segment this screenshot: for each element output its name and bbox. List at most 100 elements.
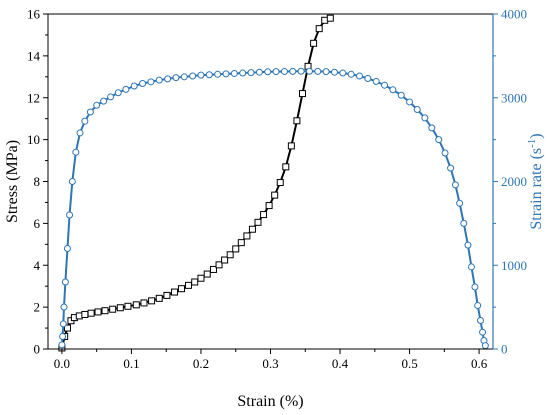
stress-point [87, 309, 95, 317]
strain-rate-point [122, 85, 130, 93]
stress-point [171, 288, 179, 296]
y-left-axis-title: Stress (MPa) [4, 140, 21, 223]
strain-rate-point [139, 80, 147, 88]
y-right-tick-label: 1000 [501, 258, 527, 273]
x-tick-label: 0.3 [262, 356, 278, 371]
stress-point [197, 274, 205, 282]
stress-point [94, 308, 102, 316]
strain-rate-point [435, 136, 443, 144]
stress-point [254, 218, 262, 226]
stress-point [81, 310, 89, 318]
x-tick-label: 0.1 [123, 356, 139, 371]
stress-point [298, 90, 306, 98]
y-left-tick-label: 4 [34, 258, 41, 273]
stress-point [276, 179, 284, 187]
y-left-tick-label: 6 [34, 216, 41, 231]
strain-rate-point [247, 69, 255, 77]
stress-point [248, 225, 256, 233]
strain-rate-point [100, 97, 108, 105]
x-axis-title: Strain (%) [237, 393, 303, 410]
y-right-title-sup: -1 [526, 139, 538, 148]
strain-rate-point [255, 68, 263, 76]
stress-series-line [60, 17, 331, 349]
stress-point [124, 302, 132, 310]
y-left-tick-label: 10 [27, 132, 40, 147]
strain-rate-point [467, 263, 475, 271]
strain-rate-point [280, 67, 288, 75]
strain-rate-point [107, 93, 115, 101]
strain-rate-point [347, 70, 355, 78]
y-left-tick-label: 16 [27, 7, 41, 22]
stress-point [315, 25, 323, 33]
stress-point [221, 256, 229, 264]
y-right-tick-label: 2000 [501, 174, 527, 189]
stress-point [148, 297, 156, 305]
y-right-tick-label: 3000 [501, 90, 527, 105]
strain-rate-point [60, 303, 68, 311]
strain-rate-point [451, 181, 459, 189]
strain-rate-point [381, 81, 389, 89]
stress-point [109, 305, 117, 313]
stress-point [232, 245, 240, 253]
stress-point [163, 291, 171, 299]
y-left-tick-label: 0 [34, 342, 41, 357]
strain-rate-point [172, 74, 180, 82]
strain-rate-point [297, 67, 305, 75]
y-left-tick-label: 12 [27, 90, 40, 105]
strain-rate-point [130, 82, 138, 90]
strain-rate-point [421, 114, 429, 122]
strain-rate-point [59, 320, 67, 328]
strain-rate-point [305, 67, 313, 75]
strain-rate-point [147, 78, 155, 86]
stress-point [265, 202, 273, 210]
stress-point [293, 117, 301, 125]
tick-layer: 0.0 0.1 0.2 0.3 0.4 0.5 0.6 0 2 4 6 8 10 12 14 16 0 1000 2… [27, 7, 527, 372]
y-right-tick-label: 0 [501, 342, 508, 357]
strain-rate-point [63, 245, 71, 252]
y-left-tick-label: 14 [27, 48, 41, 63]
strain-rate-point [471, 283, 479, 291]
stress-point [260, 211, 268, 219]
stress-point [226, 251, 234, 259]
strain-rate-point [479, 328, 487, 336]
stress-point [140, 299, 148, 307]
strain-rate-point [86, 108, 94, 116]
strain-rate-point [447, 164, 455, 172]
strain-rate-point [428, 124, 436, 132]
strain-rate-point [474, 301, 482, 309]
strain-rate-point [272, 68, 280, 76]
strain-rate-point [356, 72, 363, 80]
y-right-title-close: ) [528, 133, 545, 138]
strain-rate-point [61, 278, 69, 286]
x-tick-label: 0.5 [401, 356, 417, 371]
stress-point [184, 281, 192, 289]
strain-rate-point [476, 317, 484, 325]
strain-rate-point [239, 69, 247, 77]
strain-rate-point [76, 129, 84, 137]
strain-rate-point [413, 105, 421, 113]
strain-rate-point [189, 72, 197, 80]
strain-rate-point [222, 70, 230, 78]
series-layer [58, 14, 489, 352]
strain-rate-point [114, 89, 122, 97]
y-left-tick-label: 2 [34, 300, 41, 315]
strain-rate-point [230, 69, 238, 77]
strain-rate-point [372, 77, 380, 85]
stress-point [203, 270, 211, 278]
strain-rate-point [59, 332, 67, 340]
stress-point [132, 301, 140, 309]
x-tick-label: 0.6 [471, 356, 488, 371]
stress-point [243, 232, 251, 240]
stress-point [271, 191, 279, 199]
stress-point [237, 239, 245, 247]
strain-rate-point [66, 211, 74, 219]
stress-point [63, 324, 71, 332]
strain-rate-point [180, 73, 188, 81]
stress-point [191, 278, 199, 286]
strain-rate-point [397, 91, 405, 99]
stress-point [116, 304, 124, 312]
stress-point [155, 294, 163, 302]
stress-point [209, 265, 217, 273]
stress-point [215, 261, 223, 269]
strain-rate-point [460, 219, 468, 227]
